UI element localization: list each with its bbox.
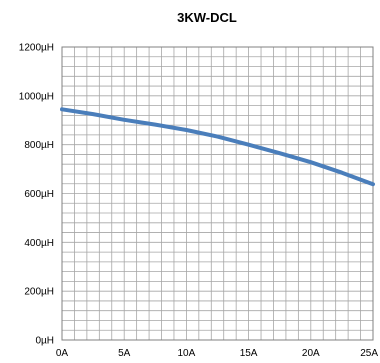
- y-axis-ticks: 0µH 200µH 400µH 600µH 800µH 1000µH 1200µH: [19, 43, 54, 347]
- y-tick-label: 400µH: [24, 238, 54, 249]
- x-tick-label: 5A: [118, 348, 131, 359]
- series-layer: [60, 107, 375, 187]
- y-tick-label: 1200µH: [19, 43, 54, 54]
- series-line: [60, 107, 375, 187]
- y-tick-label: 200µH: [24, 287, 54, 298]
- chart-title: 3KW-DCL: [177, 10, 237, 25]
- x-tick-label: 20A: [302, 348, 320, 359]
- x-tick-label: 15A: [240, 348, 258, 359]
- y-tick-label: 0µH: [35, 336, 54, 347]
- x-tick-label: 10A: [178, 348, 196, 359]
- grid: [62, 47, 373, 340]
- y-tick-label: 600µH: [24, 189, 54, 200]
- plot-area-border: [61, 46, 374, 341]
- y-tick-label: 800µH: [24, 140, 54, 151]
- x-tick-label: 25A: [360, 348, 378, 359]
- axes: [61, 46, 374, 341]
- y-tick-label: 1000µH: [19, 91, 54, 102]
- x-axis-ticks: 0A 5A 10A 15A 20A 25A: [56, 348, 378, 359]
- x-tick-label: 0A: [56, 348, 69, 359]
